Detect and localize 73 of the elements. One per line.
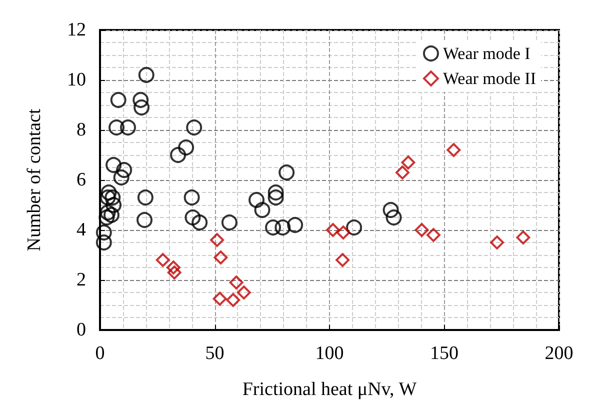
point <box>287 217 304 233</box>
point <box>212 292 227 306</box>
point <box>516 230 530 244</box>
point <box>236 286 251 300</box>
point <box>136 212 153 228</box>
point <box>265 220 282 236</box>
legend-label: Wear mode II <box>442 69 536 88</box>
point <box>113 170 130 186</box>
x-axis-title: Frictional heat μNv, W <box>242 379 417 400</box>
point <box>106 157 122 173</box>
x-tick-label: 50 <box>205 343 224 364</box>
point <box>490 236 504 250</box>
point <box>166 260 180 274</box>
point <box>96 234 112 250</box>
point <box>210 233 224 247</box>
y-tick-label: 6 <box>76 170 86 190</box>
y-tick-label: 4 <box>76 220 86 240</box>
x-tick-label: 150 <box>430 343 458 364</box>
point <box>254 202 270 218</box>
point <box>103 207 120 223</box>
y-tick-label: 10 <box>67 70 86 90</box>
point <box>326 223 340 237</box>
y-tick-label: 12 <box>67 20 86 40</box>
point <box>96 224 112 240</box>
point <box>100 204 116 220</box>
point <box>100 190 116 206</box>
point <box>110 92 126 108</box>
point <box>104 190 121 206</box>
y-tick-label: 0 <box>76 320 86 340</box>
point <box>414 223 429 237</box>
point <box>336 226 350 240</box>
point <box>268 190 284 206</box>
point <box>186 120 202 136</box>
point <box>226 293 240 307</box>
point <box>156 253 170 267</box>
point <box>100 184 117 200</box>
point <box>138 67 154 83</box>
point <box>132 92 149 108</box>
point <box>446 143 461 157</box>
point <box>386 210 402 226</box>
point <box>106 197 122 213</box>
point <box>395 166 410 180</box>
point <box>221 214 238 230</box>
point <box>274 220 291 236</box>
point <box>401 156 416 170</box>
point <box>184 190 200 206</box>
point <box>248 192 265 208</box>
x-tick-label: 0 <box>95 343 105 364</box>
point <box>214 250 228 264</box>
point <box>98 210 115 226</box>
point <box>184 210 201 226</box>
point <box>170 147 186 163</box>
point <box>108 120 125 136</box>
legend-label: Wear mode I <box>442 44 531 63</box>
point <box>192 214 208 230</box>
point <box>268 184 284 200</box>
point <box>120 120 136 136</box>
point <box>229 276 244 290</box>
x-tick-label: 200 <box>544 343 574 364</box>
point <box>137 190 154 206</box>
y-tick-label: 2 <box>76 270 86 290</box>
point <box>382 202 399 218</box>
point <box>278 164 295 180</box>
y-tick-label: 8 <box>76 120 86 140</box>
point <box>178 140 194 156</box>
point <box>116 162 132 178</box>
x-tick-label: 100 <box>315 343 344 364</box>
point <box>134 100 150 116</box>
point <box>346 220 362 236</box>
point <box>167 266 182 280</box>
point <box>336 253 350 267</box>
y-axis-title: Number of contact <box>24 108 45 252</box>
point <box>426 228 440 242</box>
